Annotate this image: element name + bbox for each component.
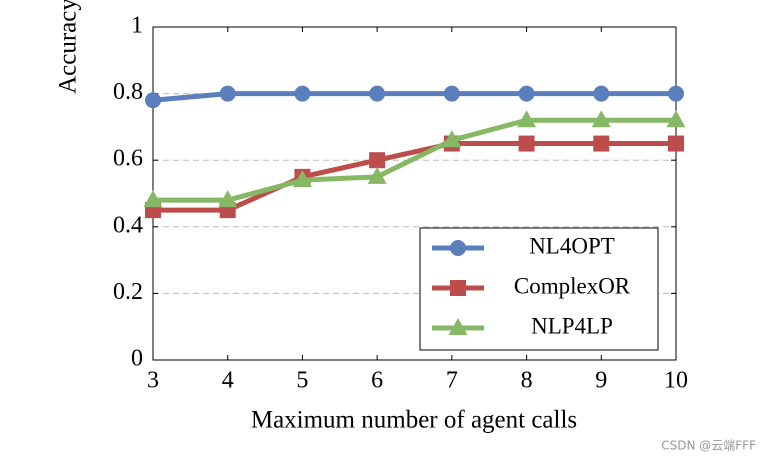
marker	[450, 280, 466, 296]
marker	[292, 170, 312, 188]
marker	[143, 190, 163, 208]
y-tick-label: 1	[131, 13, 143, 39]
x-axis-label: Maximum number of agent calls	[251, 407, 577, 434]
marker	[369, 152, 386, 169]
marker	[518, 85, 535, 102]
x-tick-label: 4	[222, 368, 234, 394]
marker	[518, 135, 535, 152]
x-tick-label: 3	[147, 368, 159, 394]
x-tick-label: 5	[296, 368, 308, 394]
marker	[219, 85, 236, 102]
marker	[367, 166, 387, 184]
x-tick-label: 10	[664, 368, 688, 394]
y-tick-label: 0.6	[113, 146, 143, 172]
marker	[218, 190, 238, 208]
marker	[448, 318, 468, 335]
marker	[442, 130, 462, 148]
legend: NL4OPT ComplexOR NLP4LP	[419, 227, 659, 351]
x-tick-label: 8	[521, 368, 533, 394]
legend-label: NLP4LP	[531, 313, 613, 338]
marker	[145, 92, 161, 109]
marker	[593, 85, 610, 102]
series-line	[153, 117, 676, 203]
marker	[668, 85, 684, 102]
y-tick-label: 0	[131, 346, 143, 372]
y-tick-label: 0.2	[113, 279, 143, 305]
y-tick-label: 0.8	[113, 79, 143, 105]
marker	[294, 85, 311, 102]
marker	[666, 110, 686, 128]
marker	[450, 240, 466, 256]
marker	[591, 110, 611, 128]
y-tick-label: 0.4	[113, 212, 143, 238]
series-line	[153, 141, 676, 213]
marker	[517, 110, 537, 128]
marker	[668, 135, 684, 152]
marker	[369, 85, 386, 102]
marker	[443, 85, 460, 102]
x-tick-label: 9	[595, 368, 607, 394]
x-tick-label: 7	[446, 368, 458, 394]
y-axis-label: Accuracy	[55, 0, 82, 94]
legend-label: ComplexOR	[514, 273, 631, 298]
marker	[593, 135, 610, 152]
watermark: CSDN @云端FFF	[661, 439, 756, 453]
legend-label: NL4OPT	[529, 233, 615, 258]
series-line	[152, 91, 676, 103]
x-tick-label: 6	[371, 368, 383, 394]
